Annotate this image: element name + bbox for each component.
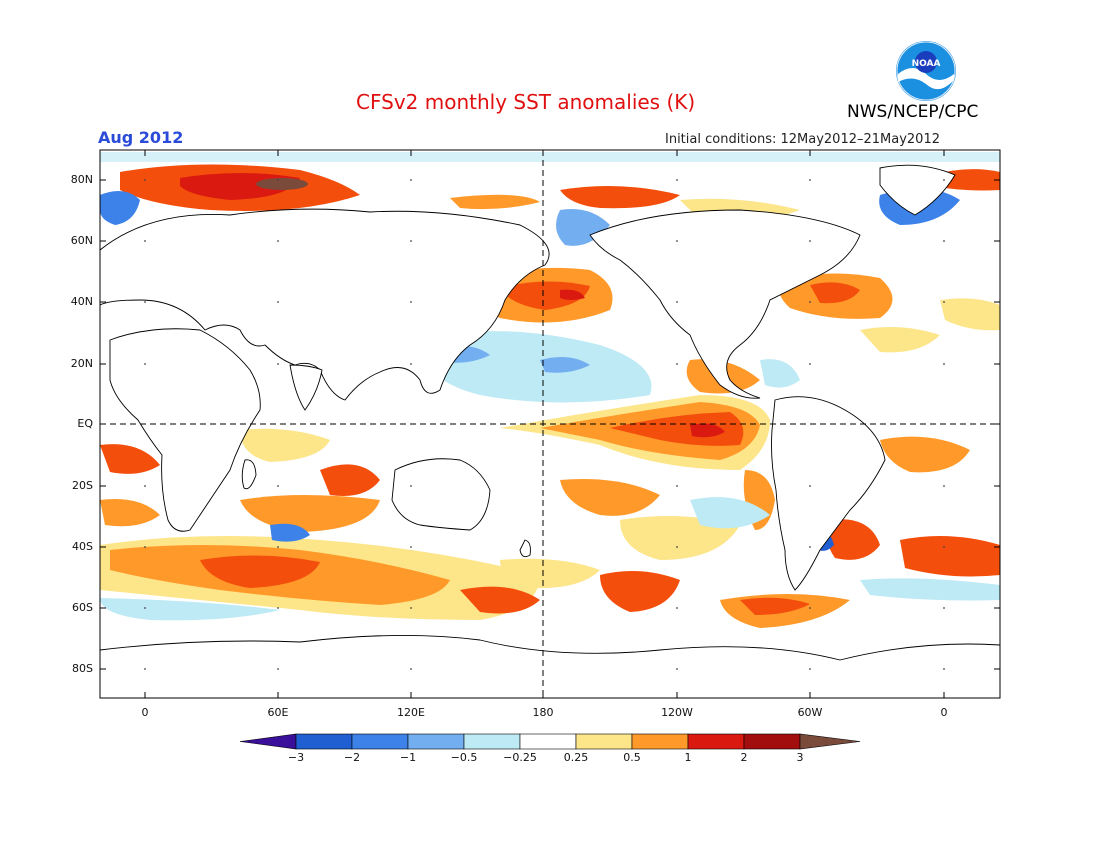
- lon-label: 120E: [397, 706, 425, 719]
- axis-ticks: [100, 150, 1000, 698]
- lat-label: 60S: [72, 601, 93, 614]
- colorbar-label: 1: [684, 751, 692, 764]
- colorbar-label: −3: [287, 751, 305, 764]
- colorbar: [239, 733, 861, 750]
- lon-label: 0: [141, 706, 149, 719]
- colorbar-swatch: [351, 733, 409, 750]
- map-title: CFSv2 monthly SST anomalies (K): [356, 90, 696, 114]
- logo-text: NOAA: [912, 59, 941, 69]
- lat-label: 20N: [70, 357, 93, 370]
- lat-label: 40N: [70, 295, 93, 308]
- colorbar-swatch: [519, 733, 577, 750]
- colorbar-label: 2: [740, 751, 748, 764]
- coastlines: [100, 164, 1000, 698]
- colorbar-swatch: [631, 733, 689, 750]
- lat-label: EQ: [77, 417, 93, 430]
- colorbar-swatch: [575, 733, 633, 750]
- noaa-logo: NOAA: [896, 41, 956, 101]
- lat-label: 80N: [70, 173, 93, 186]
- colorbar-label: 3: [796, 751, 804, 764]
- agency-label: NWS/NCEP/CPC: [847, 102, 979, 122]
- graticule: [144, 179, 945, 670]
- lat-label: 80S: [72, 662, 93, 675]
- colorbar-label: 0.25: [563, 751, 589, 764]
- lat-label: 60N: [70, 234, 93, 247]
- colorbar-label: −0.25: [503, 751, 537, 764]
- colorbar-label: −0.5: [450, 751, 478, 764]
- colorbar-swatch: [463, 733, 521, 750]
- lat-label: 20S: [72, 479, 93, 492]
- lon-label: 60E: [267, 706, 289, 719]
- colorbar-swatch: [295, 733, 353, 750]
- colorbar-label: −2: [343, 751, 361, 764]
- colorbar-max-arrow: [799, 733, 861, 750]
- colorbar-min-arrow: [239, 733, 297, 750]
- colorbar-swatch: [743, 733, 801, 750]
- lat-label: 40S: [72, 540, 93, 553]
- lon-label: 120W: [661, 706, 693, 719]
- lon-label: 60W: [797, 706, 823, 719]
- colorbar-swatch: [407, 733, 465, 750]
- colorbar-swatch: [687, 733, 745, 750]
- initial-conditions: Initial conditions: 12May2012–21May2012: [665, 132, 940, 147]
- valid-month: Aug 2012: [98, 128, 184, 147]
- colorbar-label: −1: [399, 751, 417, 764]
- lon-label: 0: [940, 706, 948, 719]
- colorbar-label: 0.5: [623, 751, 641, 764]
- lon-label: 180: [532, 706, 554, 719]
